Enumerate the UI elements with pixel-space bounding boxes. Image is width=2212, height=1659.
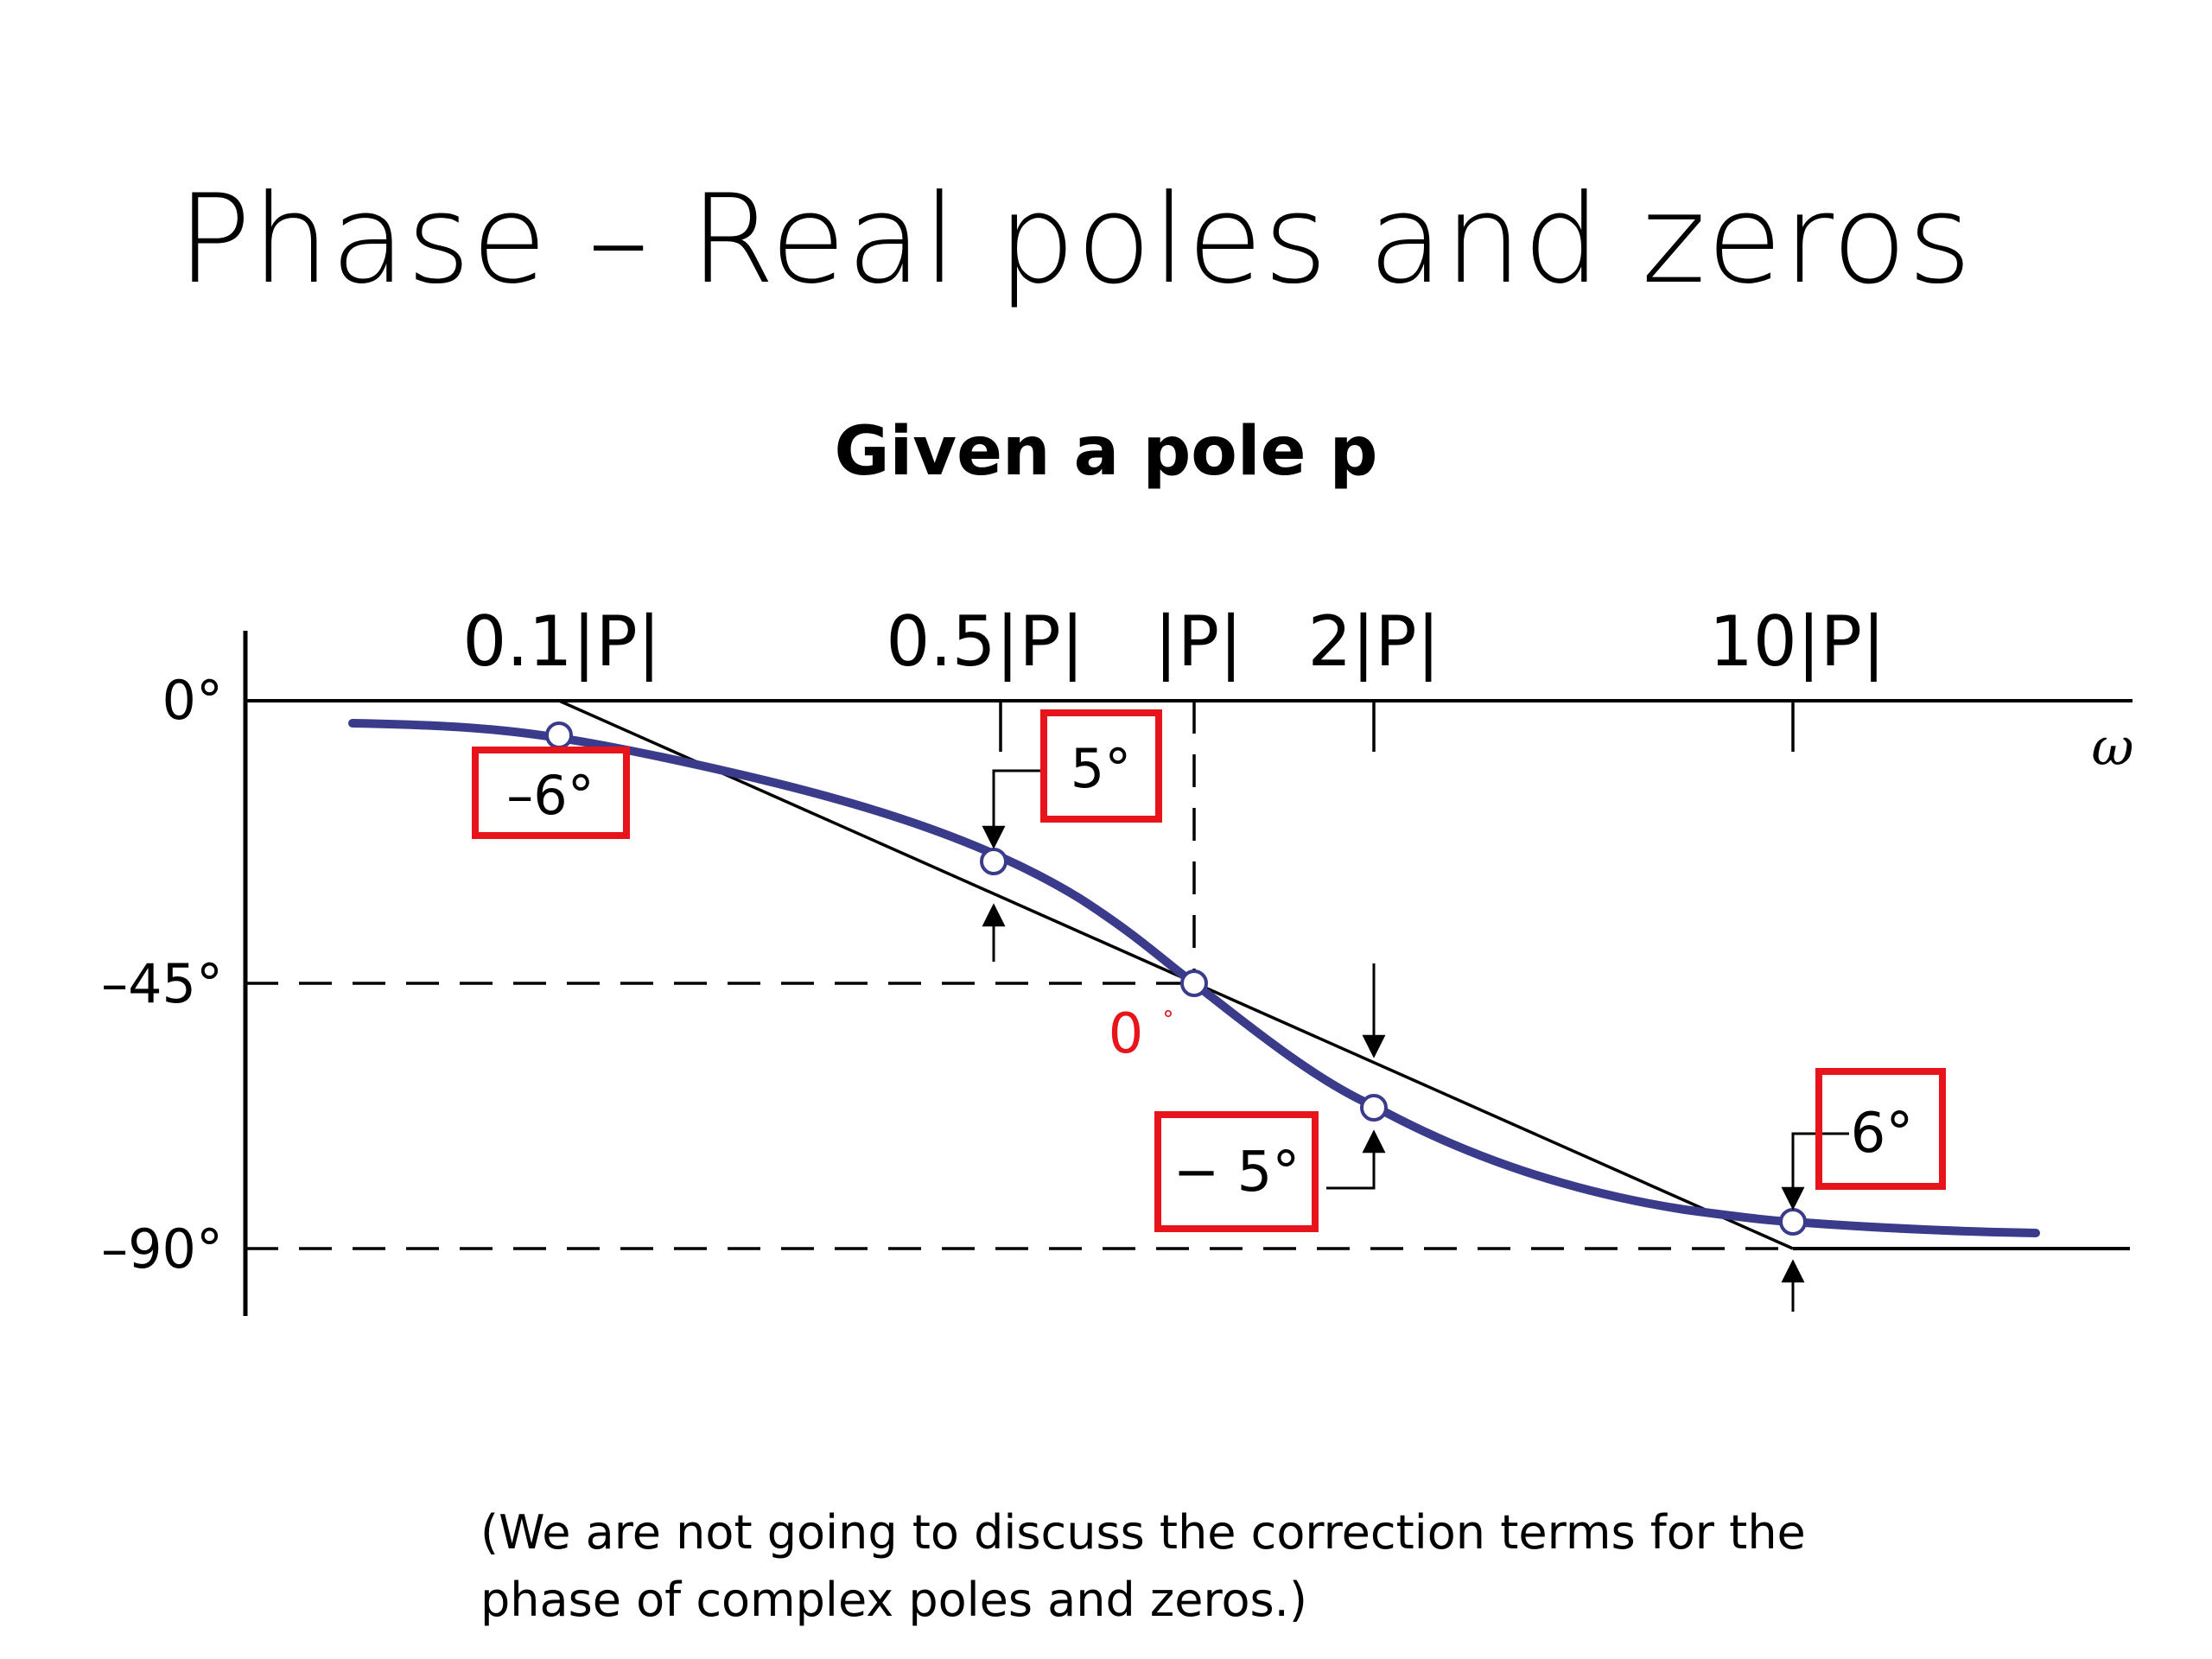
phase-curve bbox=[348, 719, 2040, 1237]
x-tick-label-0.5p: 0.5|P| bbox=[886, 601, 1084, 683]
highlight-box-minus-6 bbox=[472, 747, 630, 839]
footnote-line-1: (We are not going to discuss the correct… bbox=[480, 1505, 1806, 1560]
arrows bbox=[982, 769, 1849, 1312]
slide-title: Phase – Real poles and zeros bbox=[177, 168, 1973, 311]
marker-point-10p bbox=[1779, 1208, 1807, 1236]
x-tick-label-0.1p: 0.1|P| bbox=[462, 601, 660, 683]
highlight-box-minus-5 bbox=[1154, 1111, 1319, 1232]
arrow-2p-bottom bbox=[1326, 1129, 1386, 1190]
marker-point-p bbox=[1180, 969, 1208, 997]
marker-point-2p bbox=[1360, 1094, 1388, 1122]
marker-point-0.5p bbox=[980, 848, 1007, 875]
x-tick-label-10p: 10|P| bbox=[1709, 601, 1885, 683]
y-tick-label-minus-45: –45° bbox=[101, 952, 223, 1015]
y-tick-label-minus-90: –90° bbox=[101, 1217, 223, 1281]
highlight-box-5 bbox=[1040, 709, 1162, 823]
x-tick-label-2p: 2|P| bbox=[1307, 601, 1440, 683]
correction-label-0: 0 bbox=[1109, 1002, 1144, 1066]
omega-axis-symbol: ω bbox=[2092, 717, 2134, 778]
arrow-10p-top bbox=[1781, 1132, 1849, 1211]
marker-point-0.1p bbox=[545, 721, 573, 749]
footnote: (We are not going to discuss the correct… bbox=[480, 1499, 2122, 1634]
correction-label-0-degree: ° bbox=[1163, 1007, 1174, 1033]
correction-label-minus-5: − 5° bbox=[1173, 1141, 1300, 1205]
correction-label-6: 6° bbox=[1851, 1102, 1914, 1166]
arrow-0.5p-top bbox=[982, 769, 1044, 849]
correction-label-5: 5° bbox=[1071, 737, 1131, 800]
y-tick-label-0: 0° bbox=[162, 669, 223, 732]
diagram-subtitle: Given a pole p bbox=[834, 413, 1378, 491]
x-tick-label-p: |P| bbox=[1154, 601, 1243, 683]
correction-label-minus-6: –6° bbox=[506, 764, 594, 827]
highlight-box-6 bbox=[1815, 1068, 1946, 1190]
footnote-line-2: phase of complex poles and zeros.) bbox=[480, 1573, 1307, 1627]
